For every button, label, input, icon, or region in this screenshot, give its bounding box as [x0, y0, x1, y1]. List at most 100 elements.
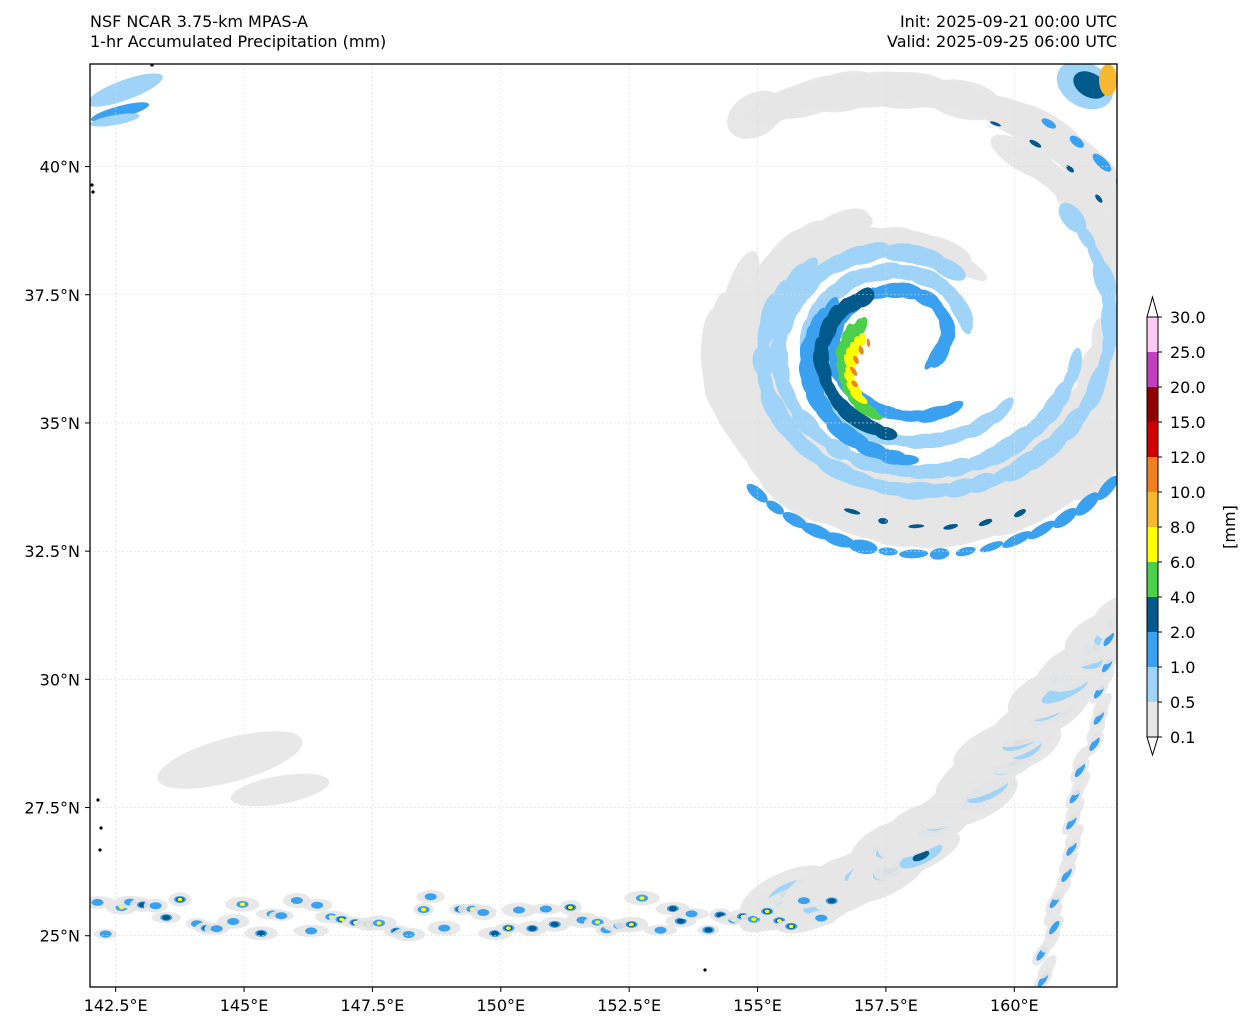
colorbar-tick-label: 20.0	[1170, 378, 1206, 397]
precip-cell	[764, 909, 770, 914]
precip-cell	[851, 380, 858, 388]
island	[91, 190, 95, 194]
precip-cell	[595, 920, 601, 925]
precip-cell	[290, 896, 303, 904]
lat-tick-label: 30°N	[40, 670, 80, 689]
precip-cell	[1028, 520, 1056, 540]
precip-cell	[912, 850, 930, 862]
precip-cell	[1133, 201, 1151, 221]
precip-cell	[800, 522, 832, 540]
longitude-axis: 142.5°E 145°E 147.5°E 150°E 152.5°E 155°E 157.…	[84, 987, 1039, 1015]
precip-cell	[90, 102, 150, 122]
precip-cell	[91, 898, 104, 906]
precip-cell	[1037, 954, 1057, 979]
precip-cell	[424, 893, 437, 901]
lat-tick-label: 25°N	[40, 927, 80, 946]
colorbar-tick-label: 15.0	[1170, 413, 1206, 432]
precip-cell	[1066, 165, 1075, 173]
precip-cell	[239, 902, 245, 907]
precip-cell	[1126, 234, 1176, 308]
colorbar-tick-label: 8.0	[1170, 518, 1195, 537]
precip-cell	[931, 257, 966, 281]
precip-cell	[1103, 632, 1114, 647]
precip-cell	[924, 346, 943, 370]
precip-cell	[878, 518, 889, 525]
precip-cell	[177, 897, 183, 902]
precip-cell	[257, 930, 266, 936]
island	[99, 826, 103, 830]
precip-cell	[944, 478, 977, 498]
precip-cell	[908, 524, 925, 529]
precip-cell	[957, 308, 972, 335]
precip-cell	[844, 508, 861, 515]
colorbar-tick-label: 2.0	[1170, 623, 1195, 642]
colorbar-tick-label: 0.5	[1170, 693, 1195, 712]
title-right: Init: 2025-09-21 00:00 UTC Valid: 2025-0…	[887, 12, 1117, 52]
precip-cell	[1120, 612, 1133, 623]
precip-cell	[275, 912, 288, 920]
precip-cell	[766, 500, 784, 515]
island	[90, 183, 94, 187]
precip-cell	[815, 914, 828, 922]
colorbar-label: [mm]	[1220, 505, 1239, 549]
precip-cell	[402, 931, 415, 939]
precip-cell	[1075, 492, 1100, 516]
colorbar-segment	[1147, 317, 1158, 352]
precip-cell	[90, 73, 163, 107]
precip-cell	[512, 906, 525, 914]
title-left: NSF NCAR 3.75-km MPAS-A 1-hr Accumulated…	[90, 12, 386, 52]
precip-cell	[339, 917, 345, 922]
precip-cell	[979, 541, 1004, 553]
colorbar-extend-max	[1146, 295, 1159, 318]
precip-cell	[1095, 194, 1103, 203]
lon-tick-label: 157.5°E	[854, 996, 918, 1015]
precip-cell	[751, 917, 757, 922]
precip-cell	[1140, 297, 1146, 311]
precip-cell	[955, 546, 976, 557]
precip-cell	[899, 549, 929, 559]
map-area	[90, 64, 1176, 987]
island	[98, 848, 102, 852]
precip-cell	[311, 901, 324, 909]
lon-tick-label: 147.5°E	[340, 996, 404, 1015]
colorbar-segment	[1147, 352, 1158, 387]
precip-cell	[1099, 64, 1117, 96]
colorbar-segment	[1147, 667, 1158, 702]
precip-cell	[1049, 920, 1060, 935]
precip-cell	[1131, 260, 1141, 274]
precip-cell	[505, 926, 511, 930]
precip-cell	[848, 539, 878, 555]
precip-cell	[1043, 902, 1063, 927]
precip-cell	[1066, 842, 1077, 856]
model-name: NSF NCAR 3.75-km MPAS-A	[90, 12, 308, 31]
precip-cell	[1014, 509, 1026, 518]
valid-time: Valid: 2025-09-25 06:00 UTC	[886, 32, 1117, 51]
colorbar-segment	[1147, 422, 1158, 457]
precip-cell	[1069, 135, 1084, 148]
precip-cell	[230, 773, 330, 807]
precip-cell	[491, 931, 500, 937]
island	[96, 798, 100, 802]
precip-cell	[704, 927, 713, 933]
precip-cell	[1160, 255, 1173, 276]
precip-cell	[639, 896, 645, 900]
precip-cell	[1092, 153, 1112, 172]
precip-cell	[305, 927, 318, 935]
precip-cell	[720, 250, 760, 336]
precip-cell	[989, 121, 1001, 127]
colorbar-segment	[1147, 457, 1158, 492]
precip-cell	[1002, 531, 1032, 548]
precip-cell	[539, 905, 552, 913]
colorbar-segment	[1147, 492, 1158, 527]
precip-cell	[978, 518, 993, 527]
colorbar-tick-label: 6.0	[1170, 553, 1195, 572]
precip-cell	[1096, 475, 1117, 500]
colorbar-tick-label: 25.0	[1170, 343, 1206, 362]
precip-cell	[782, 511, 808, 529]
precip-cell	[1114, 309, 1117, 371]
lat-tick-label: 40°N	[40, 158, 80, 177]
precip-cell	[878, 547, 898, 556]
colorbar-tick-label: 4.0	[1170, 588, 1195, 607]
precip-cell	[210, 925, 223, 933]
precip-cell	[157, 731, 303, 789]
